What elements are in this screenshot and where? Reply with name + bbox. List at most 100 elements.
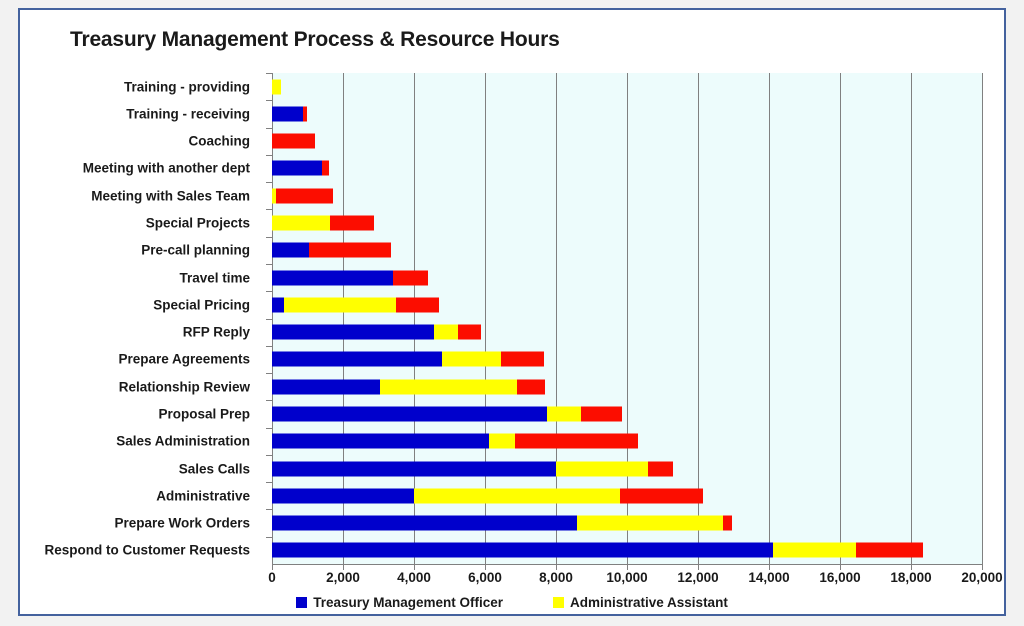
- chart-bar-row: Training - receiving: [20, 100, 1004, 127]
- category-label: Sales Calls: [178, 461, 250, 476]
- chart-bar-row: Respond to Customer Requests: [20, 536, 1004, 564]
- y-axis-tick: [266, 345, 272, 347]
- chart-bar-row: Sales Calls: [20, 454, 1004, 482]
- chart-bar-row: Administrative: [20, 482, 1004, 509]
- category-label: Prepare Agreements: [118, 351, 250, 367]
- stacked-bar: [272, 188, 334, 204]
- x-axis-tick-label: 10,000: [606, 570, 648, 585]
- category-label: Training - providing: [124, 79, 250, 95]
- chart-bar-row: Pre-call planning: [20, 236, 1004, 264]
- bar-segment: [458, 324, 482, 340]
- bar-segment: [309, 242, 391, 258]
- legend-item[interactable]: Administrative Assistant: [553, 595, 728, 610]
- y-axis-tick: [266, 454, 272, 456]
- stacked-bar: [272, 515, 732, 531]
- y-axis-tick: [266, 291, 272, 293]
- bar-segment: [284, 297, 397, 313]
- category-label: Training - receiving: [126, 106, 250, 122]
- bar-segment: [272, 133, 316, 149]
- bar-segment: [396, 297, 439, 313]
- category-label: Sales Administration: [116, 433, 250, 449]
- x-axis-tick-label: 16,000: [819, 570, 861, 585]
- category-label: Relationship Review: [118, 379, 250, 395]
- y-axis-tick: [266, 236, 272, 238]
- bar-segment: [302, 106, 308, 122]
- bar-segment: [272, 324, 434, 340]
- x-axis-tick: [769, 564, 770, 570]
- bar-segment: [722, 515, 732, 531]
- stacked-bar: [272, 406, 622, 422]
- y-axis-tick: [266, 100, 272, 102]
- stacked-bar: [272, 351, 544, 367]
- x-axis-tick-label: 12,000: [677, 570, 719, 585]
- category-label: Meeting with another dept: [82, 160, 250, 176]
- bar-segment: [272, 542, 773, 558]
- x-axis-tick: [698, 564, 699, 570]
- bar-segment: [577, 515, 723, 531]
- gridline: [769, 73, 770, 564]
- legend-item[interactable]: Treasury Management Officer: [296, 595, 503, 610]
- category-label: RFP Reply: [182, 324, 250, 340]
- bar-segment: [272, 515, 578, 531]
- gridline: [840, 73, 841, 564]
- stacked-bar: [272, 133, 316, 149]
- gridline: [343, 73, 344, 564]
- stacked-bar: [272, 324, 482, 340]
- chart-bar-row: Travel time: [20, 263, 1004, 291]
- chart-bar-row: Special Projects: [20, 209, 1004, 236]
- category-label: Meeting with Sales Team: [91, 188, 250, 204]
- bar-segment: [272, 351, 443, 367]
- bar-segment: [556, 461, 649, 476]
- bar-segment: [392, 270, 429, 286]
- y-axis-tick: [266, 536, 272, 538]
- bar-segment: [500, 351, 544, 367]
- plot-area: [272, 73, 983, 564]
- bar-segment: [272, 488, 414, 504]
- gridline: [911, 73, 912, 564]
- bar-segment: [380, 379, 517, 395]
- chart-bar-row: Proposal Prep: [20, 400, 1004, 427]
- bar-segment: [516, 379, 546, 395]
- bar-segment: [272, 242, 310, 258]
- stacked-bar: [272, 461, 674, 476]
- gridline: [414, 73, 415, 564]
- x-axis-tick-label: 20,000: [961, 570, 1003, 585]
- legend-color-swatch: [296, 597, 308, 608]
- stacked-bar: [272, 160, 330, 176]
- bar-segment: [272, 160, 322, 176]
- stacked-bar: [272, 379, 546, 395]
- x-axis-tick: [485, 564, 486, 570]
- bar-segment: [648, 461, 674, 476]
- chart-bar-row: RFP Reply: [20, 318, 1004, 346]
- y-axis-tick: [266, 73, 272, 74]
- bar-segment: [330, 215, 374, 231]
- x-axis-tick-label: 2,000: [326, 570, 360, 585]
- x-axis-tick-label: 14,000: [748, 570, 790, 585]
- y-axis-tick: [266, 182, 272, 184]
- bar-segment: [272, 215, 331, 231]
- chart-bar-row: Coaching: [20, 127, 1004, 155]
- chart-legend: Treasury Management Officer Administrativ…: [20, 595, 1004, 610]
- chart-bar-row: Meeting with Sales Team: [20, 182, 1004, 209]
- category-label: Travel time: [179, 270, 250, 286]
- category-label: Special Projects: [145, 215, 250, 231]
- y-axis-tick: [266, 509, 272, 511]
- gridline: [982, 73, 983, 564]
- x-axis-tick: [556, 564, 557, 570]
- x-axis-tick-label: 6,000: [468, 570, 502, 585]
- chart-bar-row: Meeting with another dept: [20, 154, 1004, 182]
- category-label: Proposal Prep: [158, 406, 250, 422]
- chart-bar-row: Special Pricing: [20, 291, 1004, 318]
- x-axis-tick: [343, 564, 344, 570]
- x-axis-tick: [414, 564, 415, 570]
- chart-bar-row: Training - providing: [20, 73, 1004, 100]
- chart-bar-row: Prepare Work Orders: [20, 509, 1004, 536]
- y-axis-tick: [266, 373, 272, 375]
- bar-segment: [855, 542, 924, 558]
- stacked-bar: [272, 488, 704, 504]
- bar-segment: [515, 433, 638, 449]
- legend-label: Administrative Assistant: [570, 595, 728, 610]
- legend-color-swatch: [553, 597, 565, 608]
- stacked-bar: [272, 79, 281, 95]
- bar-segment: [619, 488, 704, 504]
